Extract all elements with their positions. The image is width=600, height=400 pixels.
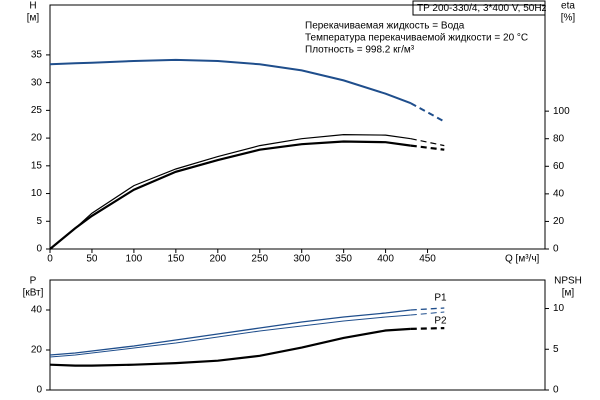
- y-axis-label: H: [29, 1, 36, 12]
- annotation: Плотность = 998.2 кг/м³: [305, 45, 415, 56]
- chart-title: TP 200-330/4, 3*400 V, 50Hz: [417, 3, 547, 14]
- x-tick-label: 200: [209, 254, 226, 265]
- x-tick-label: 400: [377, 254, 394, 265]
- curve-extrapolated: [410, 327, 445, 330]
- y-tick-label: 15: [31, 160, 43, 171]
- y2-tick-label: 5: [553, 344, 559, 355]
- plot-frame: [49, 279, 546, 391]
- y-tick-label: 10: [31, 188, 43, 199]
- y2-axis-unit: [%]: [561, 13, 576, 24]
- y2-axis-label: eta: [561, 1, 575, 12]
- x-tick-label: 100: [126, 254, 143, 265]
- y-tick-label: 30: [31, 77, 43, 88]
- curve: [49, 327, 411, 367]
- y-tick-label: 20: [31, 133, 43, 144]
- y-tick-label: 25: [31, 105, 43, 116]
- curve: [49, 58, 412, 105]
- y-tick-label: 20: [31, 345, 43, 356]
- y2-tick-label: 10: [553, 303, 565, 314]
- y2-axis-unit: [м]: [562, 288, 575, 299]
- y-tick-label: 40: [31, 305, 43, 316]
- annotation: Перекачиваемая жидкость = Вода: [305, 21, 465, 32]
- y-axis-unit: [кВт]: [23, 288, 44, 299]
- y-tick-label: 5: [36, 216, 42, 227]
- y2-tick-label: 0: [553, 385, 559, 396]
- annotation: Температура перекачиваемой жидкости = 20…: [305, 33, 528, 44]
- y2-tick-label: 40: [553, 188, 565, 199]
- x-tick-label: 300: [293, 254, 310, 265]
- y-tick-label: 35: [31, 50, 43, 61]
- y2-tick-label: 20: [553, 216, 565, 227]
- x-axis-label: Q [м³/ч]: [505, 254, 540, 265]
- curve-label: P1: [434, 293, 447, 304]
- y-axis-unit: [м]: [27, 13, 40, 24]
- x-tick-label: 450: [419, 254, 436, 265]
- curve: [49, 314, 411, 358]
- curve-extrapolated: [410, 307, 445, 311]
- x-tick-label: 250: [251, 254, 268, 265]
- curve-extrapolated: [410, 311, 445, 316]
- x-tick-label: 150: [168, 254, 185, 265]
- x-tick-label: 0: [47, 254, 53, 265]
- curve-extrapolated: [410, 144, 445, 151]
- y2-tick-label: 80: [553, 133, 565, 144]
- y2-tick-label: 100: [553, 106, 570, 117]
- y2-tick-label: 0: [553, 244, 559, 255]
- curve: [49, 140, 411, 250]
- y-tick-label: 0: [36, 244, 42, 255]
- plot-frame: [49, 4, 546, 250]
- curve-extrapolated: [410, 102, 445, 123]
- y2-tick-label: 60: [553, 161, 565, 172]
- curve-label: P2: [434, 316, 447, 327]
- y-tick-label: 0: [36, 385, 42, 396]
- y-axis-label: P: [30, 276, 37, 287]
- curve-extrapolated: [410, 138, 445, 147]
- x-tick-label: 50: [86, 254, 98, 265]
- y2-axis-label: NPSH: [554, 276, 582, 287]
- curve: [49, 309, 411, 356]
- x-tick-label: 350: [335, 254, 352, 265]
- curve: [49, 133, 411, 250]
